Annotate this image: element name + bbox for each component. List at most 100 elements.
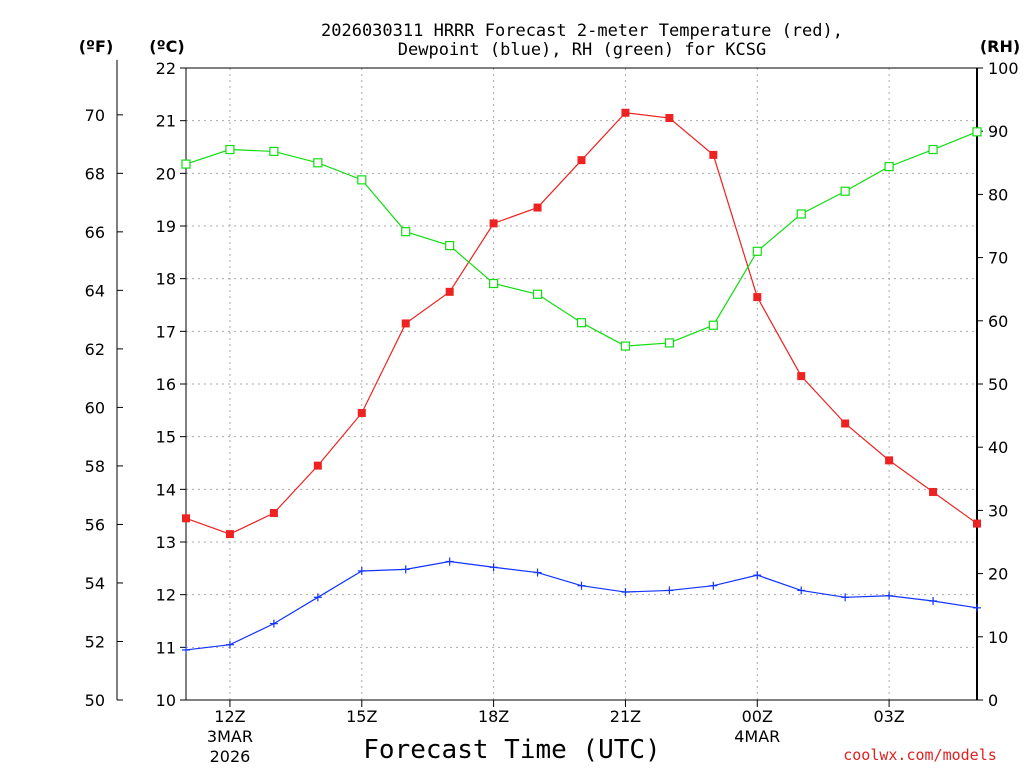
fahrenheit-tick-label: 62: [85, 340, 105, 359]
temperature-point: [269, 509, 278, 518]
rh-point: [664, 338, 674, 348]
temperature-point: [182, 514, 190, 523]
rh-point: [576, 318, 587, 328]
fahrenheit-tick-label: 68: [85, 164, 105, 183]
dewpoint-point: [797, 586, 806, 595]
temperature-point: [357, 408, 366, 417]
rh-point: [708, 320, 718, 330]
dewpoint-point: [621, 588, 630, 597]
rh-point: [181, 159, 191, 169]
rh-point: [269, 146, 279, 157]
temperature-point: [621, 108, 630, 117]
rh-point: [884, 161, 894, 172]
temperature-point: [489, 219, 498, 228]
x-tick-label: 18Z: [478, 707, 509, 726]
temperature-point: [885, 456, 894, 465]
fahrenheit-tick-label: 58: [85, 457, 105, 476]
temperature-point: [225, 530, 234, 539]
celsius-tick-label: 20: [156, 164, 176, 183]
dewpoint-point: [182, 645, 190, 654]
dewpoint-point: [665, 586, 674, 595]
rh-tick-label: 80: [988, 185, 1008, 204]
dewpoint-point: [841, 593, 850, 602]
axes: [116, 59, 983, 707]
dewpoint-point: [313, 593, 322, 602]
dewpoint-point: [533, 568, 542, 577]
fahrenheit-tick-label: 54: [85, 574, 105, 593]
temperature-point: [973, 519, 981, 528]
temperature-point: [709, 150, 718, 159]
series-group: [181, 108, 982, 654]
x-tick-label: 21Z: [610, 707, 641, 726]
celsius-tick-label: 21: [156, 112, 176, 131]
rh-tick-label: 30: [988, 501, 1008, 520]
dewpoint-point: [885, 591, 894, 600]
rh-tick-label: 40: [988, 438, 1008, 457]
temperature-point: [841, 419, 850, 428]
rh-point: [796, 209, 806, 219]
rh-point: [972, 127, 982, 137]
celsius-tick-label: 10: [156, 691, 176, 710]
rh-point: [752, 246, 762, 256]
celsius-tick-label: 13: [156, 533, 176, 552]
chart-title-line2: Dewpoint (blue), RH (green) for KCSG: [398, 40, 766, 60]
dewpoint-series-line: [185, 560, 978, 651]
watermark: coolwx.com/models: [843, 746, 997, 764]
celsius-tick-label: 11: [156, 638, 176, 657]
fahrenheit-unit-label: (ºF): [79, 37, 114, 56]
rh-tick-label: 90: [988, 122, 1008, 141]
celsius-tick-label: 16: [156, 375, 176, 394]
rh-tick-label: 0: [988, 691, 998, 710]
temperature-point: [577, 156, 586, 165]
temperature-point: [313, 461, 322, 470]
celsius-tick-label: 19: [156, 217, 176, 236]
dewpoint-point: [709, 581, 718, 590]
x-tick-label: 12Z: [214, 707, 245, 726]
rh-point: [445, 240, 455, 251]
rh-tick-label: 20: [988, 565, 1008, 584]
x-tick-date-label: 3MAR: [207, 727, 253, 746]
rh-point: [313, 158, 323, 168]
rh-point: [532, 289, 543, 299]
fahrenheit-tick-label: 60: [85, 398, 105, 417]
dewpoint-point: [929, 596, 938, 605]
rh-unit-label: (RH): [980, 37, 1020, 56]
fahrenheit-tick-label: 64: [85, 281, 105, 300]
celsius-tick-label: 22: [156, 59, 176, 78]
dewpoint-point: [753, 571, 762, 580]
fahrenheit-tick-label: 52: [85, 632, 105, 651]
rh-point: [225, 144, 235, 155]
rh-tick-label: 10: [988, 628, 1008, 647]
chart-title-line1: 2026030311 HRRR Forecast 2-meter Tempera…: [321, 21, 843, 41]
rh-tick-label: 50: [988, 375, 1008, 394]
temperature-point: [797, 372, 806, 381]
rh-point: [840, 186, 850, 196]
x-axis-label: Forecast Time (UTC): [363, 735, 660, 765]
x-tick-label: 15Z: [346, 707, 377, 726]
celsius-tick-label: 17: [156, 322, 176, 341]
x-tick-date-label: 4MAR: [734, 727, 780, 746]
dewpoint-point: [577, 581, 586, 590]
rh-tick-label: 100: [988, 59, 1019, 78]
rh-point: [928, 144, 938, 155]
rh-tick-label: 60: [988, 312, 1008, 331]
fahrenheit-tick-label: 70: [85, 106, 105, 125]
celsius-tick-label: 15: [156, 428, 176, 447]
fahrenheit-tick-label: 66: [85, 223, 105, 242]
dewpoint-point: [445, 557, 454, 566]
temperature-point: [445, 287, 454, 296]
dewpoint-point: [401, 565, 410, 574]
celsius-tick-label: 18: [156, 270, 176, 289]
x-tick-label: 00Z: [742, 707, 773, 726]
rh-point: [489, 278, 499, 289]
celsius-unit-label: (ºC): [149, 37, 184, 56]
rh-point: [357, 175, 367, 185]
celsius-tick-label: 12: [156, 586, 176, 605]
x-tick-year-label: 2026: [210, 747, 251, 766]
temperature-point: [665, 114, 674, 123]
fahrenheit-tick-label: 56: [85, 515, 105, 534]
dewpoint-point: [225, 640, 234, 649]
temperature-point: [401, 319, 410, 328]
dewpoint-point: [357, 566, 366, 575]
